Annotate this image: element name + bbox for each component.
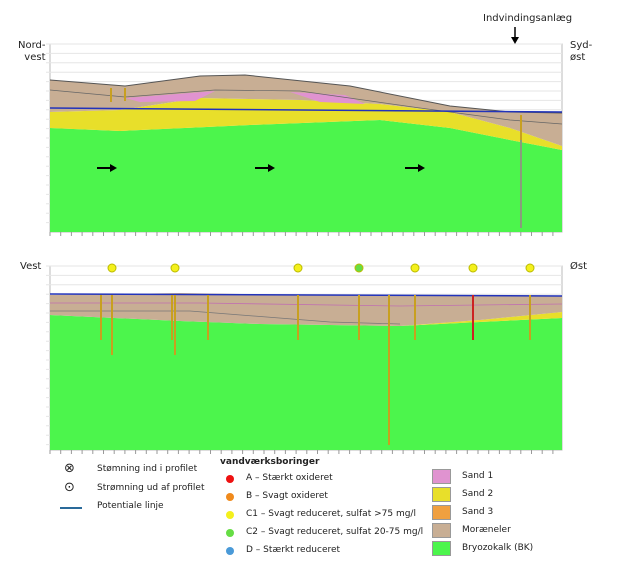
well-status-dot bbox=[226, 547, 234, 555]
well-status-marker bbox=[525, 263, 535, 273]
layer-moraeneler bbox=[50, 293, 562, 326]
label-text: Syd- bbox=[570, 40, 593, 51]
legend-wells-title: vandværksboringer bbox=[220, 457, 320, 467]
layer-sand1-a bbox=[125, 91, 215, 102]
legend-flow-out: Strømning ud af profilet bbox=[97, 483, 205, 493]
legend-layer-item: Bryozokalk (BK) bbox=[462, 543, 534, 553]
flow-arrow bbox=[405, 164, 425, 172]
layer-swatch bbox=[432, 469, 451, 484]
label-nordvest: Nord-vest bbox=[18, 40, 46, 64]
label-text: øst bbox=[570, 52, 586, 63]
legend-flow-in: Stømning ind i profilet bbox=[97, 464, 198, 474]
flow-out-icon: ⊙ bbox=[64, 480, 75, 495]
legend-layer-item: Sand 2 bbox=[462, 489, 494, 499]
potential-line bbox=[49, 107, 563, 113]
layer-swatch bbox=[432, 505, 451, 520]
label-ost: Øst bbox=[570, 261, 588, 272]
potential-line-swatch bbox=[60, 507, 82, 509]
well-status-marker bbox=[107, 263, 117, 273]
legend-well-item: C2 – Svagt reduceret, sulfat 20-75 mg/l bbox=[246, 527, 424, 537]
layer-swatch bbox=[432, 523, 451, 538]
top-profile bbox=[46, 27, 563, 236]
well-status-marker bbox=[354, 263, 364, 273]
legend-well-item: B – Svagt oxideret bbox=[246, 491, 328, 501]
legend-layer-item: Moræneler bbox=[462, 525, 511, 535]
legend-layer-item: Sand 3 bbox=[462, 507, 494, 517]
label-text: vest bbox=[24, 52, 46, 63]
well-status-dot bbox=[226, 511, 234, 519]
legend-potential: Potentiale linje bbox=[97, 501, 164, 511]
bottom-profile bbox=[46, 263, 563, 454]
legend-layer-item: Sand 1 bbox=[462, 471, 494, 481]
layer-swatch bbox=[432, 541, 451, 556]
well-status-marker bbox=[410, 263, 420, 273]
layer-swatch bbox=[432, 487, 451, 502]
label-vest: Vest bbox=[20, 261, 42, 272]
flow-in-icon: ⊗ bbox=[64, 461, 75, 476]
legend-well-item: C1 – Svagt reduceret, sulfat >75 mg/l bbox=[246, 509, 416, 519]
well-status-marker bbox=[468, 263, 478, 273]
flow-arrow bbox=[97, 164, 117, 172]
annotation-indvindingsanlaeg: Indvindingsanlæg bbox=[483, 13, 573, 24]
well-status-marker bbox=[293, 263, 303, 273]
label-sydost: Syd-øst bbox=[570, 40, 592, 64]
label-text: Nord- bbox=[18, 40, 46, 51]
well-status-dot bbox=[226, 493, 234, 501]
layer-bryozokalk bbox=[50, 120, 562, 232]
layer-bryozokalk bbox=[50, 315, 562, 450]
layer-sand1-b bbox=[290, 92, 365, 104]
legend-well-item: A – Stærkt oxideret bbox=[246, 473, 333, 483]
legend-well-item: D – Stærkt reduceret bbox=[246, 545, 341, 555]
potential-line bbox=[49, 293, 563, 297]
well-status-marker bbox=[170, 263, 180, 273]
well-status-dot bbox=[226, 475, 234, 483]
well-status-dot bbox=[226, 529, 234, 537]
down-arrow-icon bbox=[511, 27, 519, 44]
flow-arrow bbox=[255, 164, 275, 172]
